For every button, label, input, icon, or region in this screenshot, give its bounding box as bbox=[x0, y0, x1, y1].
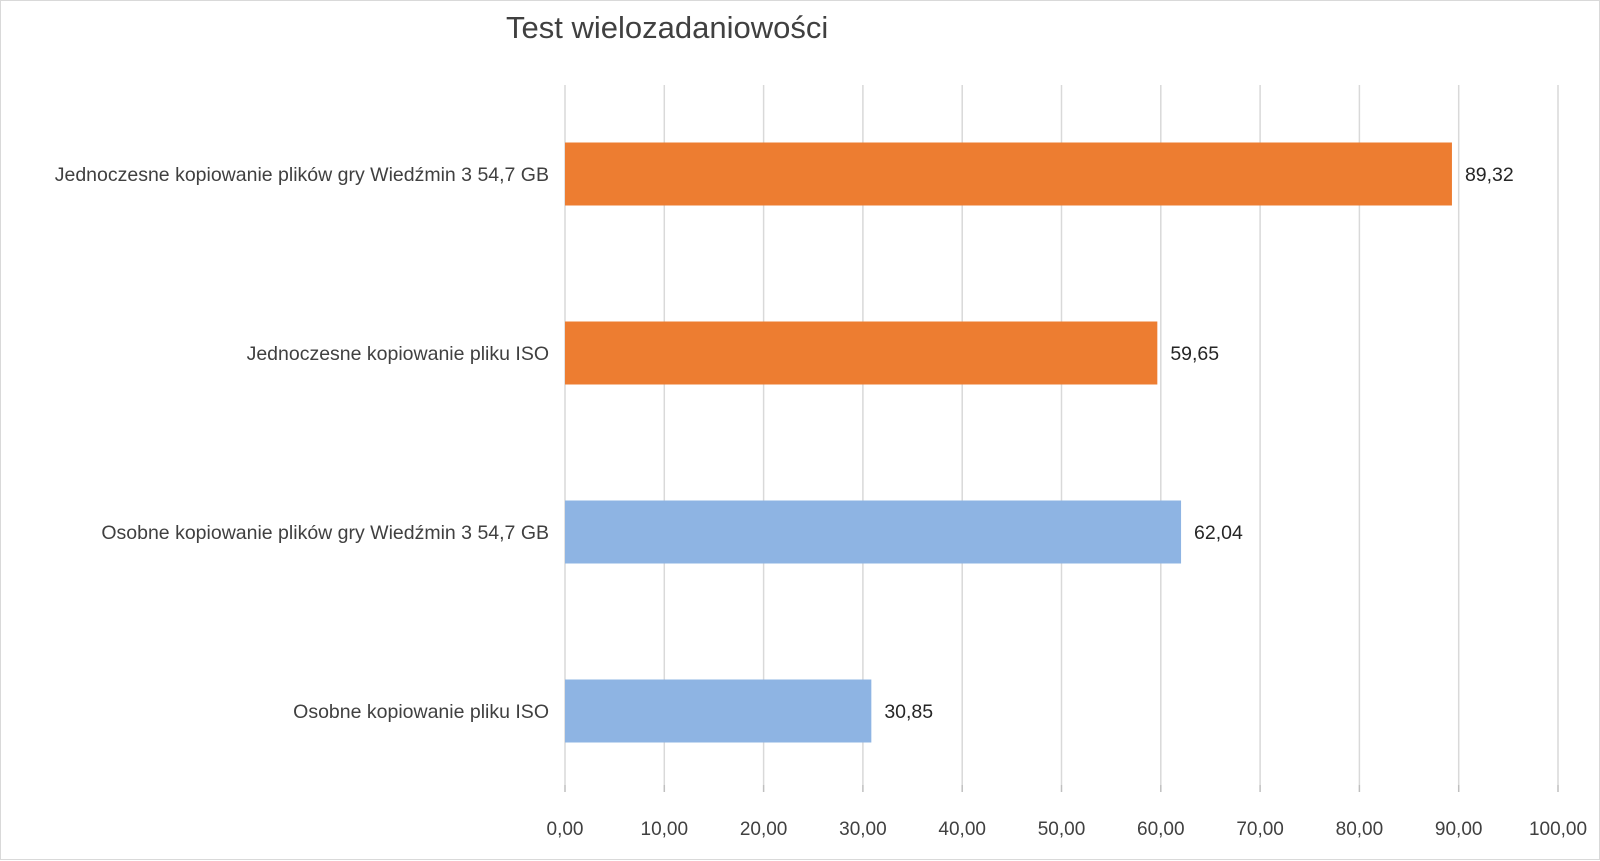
data-label: 89,32 bbox=[1465, 164, 1514, 186]
data-labels: 89,32 59,65 62,04 30,85 bbox=[884, 164, 1513, 723]
x-tick-label: 50,00 bbox=[1038, 819, 1086, 840]
category-label: Osobne kopiowanie pliku ISO bbox=[293, 701, 549, 723]
x-tick-label: 40,00 bbox=[938, 819, 986, 840]
x-tick-label: 60,00 bbox=[1137, 819, 1185, 840]
category-labels: Jednoczesne kopiowanie plików gry Wiedźm… bbox=[55, 164, 549, 723]
bar bbox=[565, 142, 1452, 206]
x-tick-label: 30,00 bbox=[839, 819, 887, 840]
x-tick-label: 80,00 bbox=[1336, 819, 1384, 840]
data-label: 59,65 bbox=[1170, 343, 1219, 365]
bars bbox=[565, 142, 1452, 743]
x-tick-label: 0,00 bbox=[547, 819, 584, 840]
x-axis-tick-labels: 0,00 10,00 20,00 30,00 40,00 50,00 60,00 70,00 8… bbox=[547, 819, 1588, 840]
data-label: 62,04 bbox=[1194, 522, 1243, 544]
bar bbox=[565, 321, 1158, 385]
data-label: 30,85 bbox=[884, 701, 933, 723]
category-label: Osobne kopiowanie plików gry Wiedźmin 3 … bbox=[101, 522, 549, 544]
x-tick-label: 70,00 bbox=[1236, 819, 1284, 840]
chart-title: Test wielozadaniowości bbox=[506, 10, 828, 45]
bar bbox=[565, 679, 872, 743]
x-tick-label: 20,00 bbox=[740, 819, 788, 840]
x-tick-label: 100,00 bbox=[1529, 819, 1587, 840]
x-tick-label: 10,00 bbox=[641, 819, 689, 840]
category-label: Jednoczesne kopiowanie pliku ISO bbox=[247, 343, 549, 365]
x-tick-label: 90,00 bbox=[1435, 819, 1483, 840]
bar bbox=[565, 500, 1182, 564]
category-label: Jednoczesne kopiowanie plików gry Wiedźm… bbox=[55, 164, 549, 186]
